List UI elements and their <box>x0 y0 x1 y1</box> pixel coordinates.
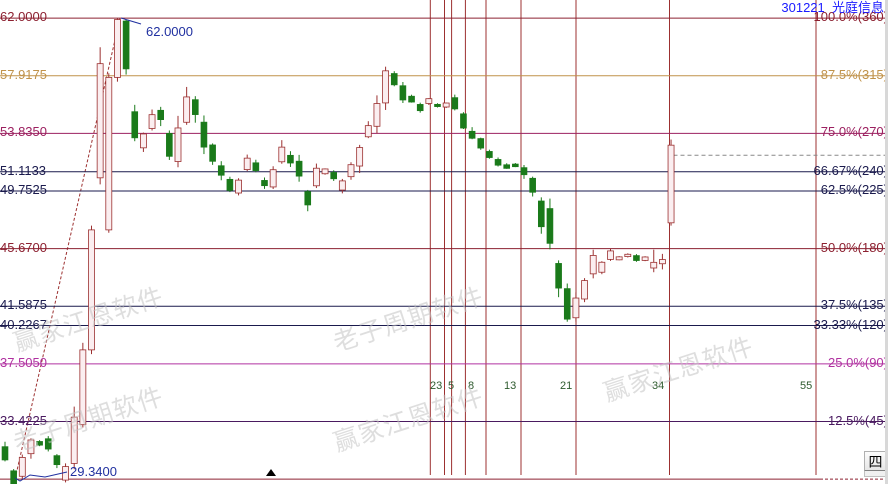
svg-text:55: 55 <box>800 380 812 392</box>
svg-text:13: 13 <box>504 380 516 392</box>
svg-text:21: 21 <box>560 380 572 392</box>
